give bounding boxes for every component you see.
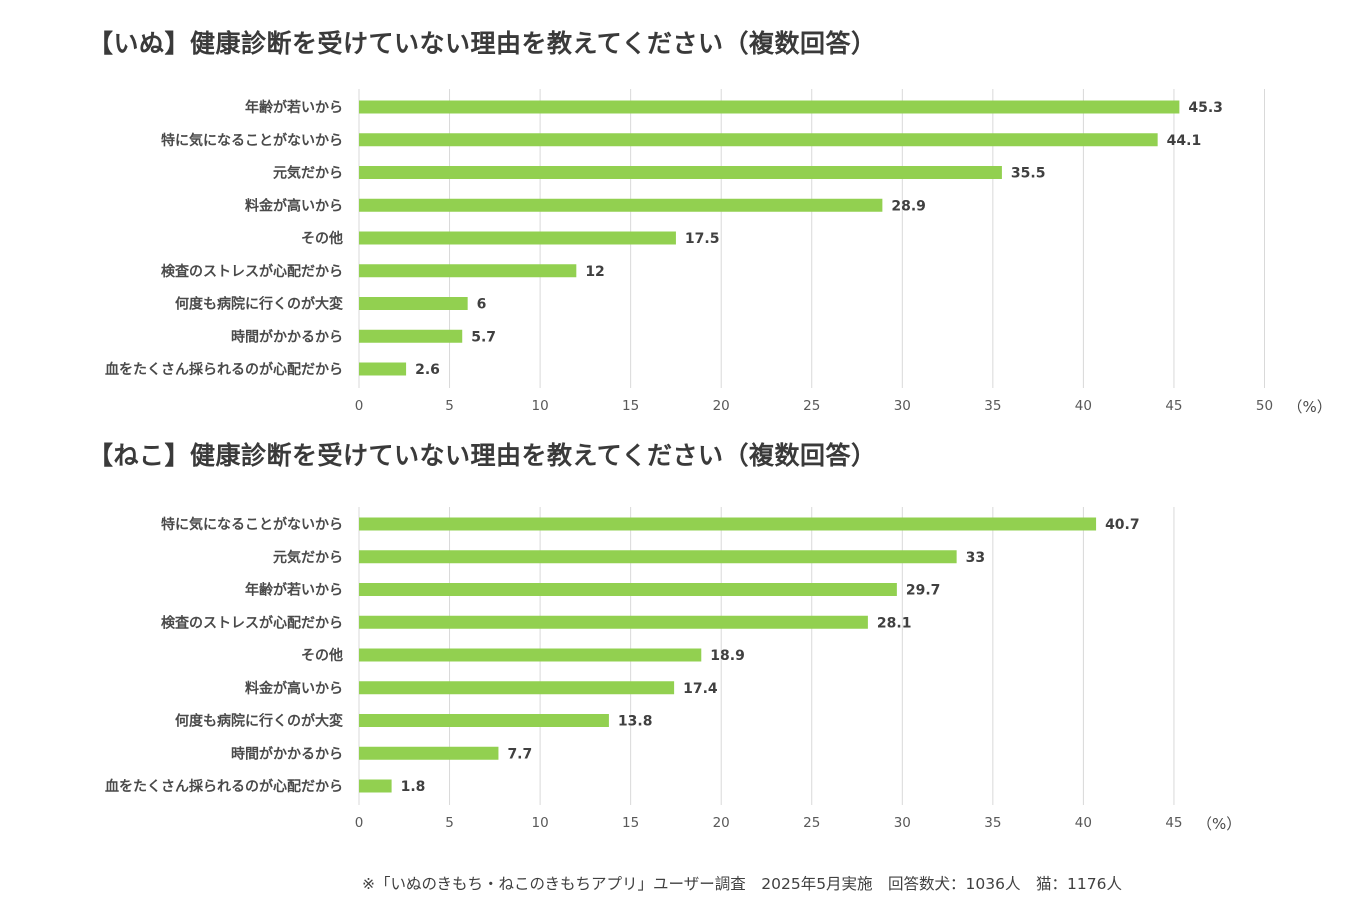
cat-tick-label: 15 bbox=[622, 815, 639, 831]
cat-bar bbox=[359, 583, 897, 596]
dog-value-label: 6 bbox=[477, 297, 487, 313]
dog-bar bbox=[359, 100, 1180, 114]
cat-value-label: 7.7 bbox=[507, 746, 532, 762]
cat-category-label: 何度も病院に行くのが大変 bbox=[175, 713, 343, 730]
cat-bar bbox=[359, 714, 609, 727]
survey-footnote: ※「いぬのきもち・ねこのきもちアプリ」ユーザー調査 2025年5月実施 回答数犬… bbox=[362, 875, 1122, 893]
dog-bar bbox=[359, 133, 1158, 147]
cat-category-label: 検査のストレスが心配だから bbox=[161, 614, 343, 631]
dog-tick-label: 0 bbox=[355, 398, 364, 414]
dog-category-label: 何度も病院に行くのが大変 bbox=[175, 296, 343, 313]
cat-tick-label: 30 bbox=[894, 815, 911, 831]
cat-category-label: 特に気になることがないから bbox=[161, 516, 343, 533]
dog-unit-label: （%） bbox=[1288, 398, 1332, 416]
cat-value-label: 28.1 bbox=[877, 615, 912, 631]
dog-bar bbox=[359, 329, 463, 343]
cat-bar bbox=[359, 746, 499, 760]
dog-tick-label: 40 bbox=[1075, 398, 1092, 414]
cat-bar bbox=[359, 681, 675, 695]
cat-tick-label: 5 bbox=[445, 815, 454, 831]
dog-category-label: 検査のストレスが心配だから bbox=[161, 263, 343, 280]
dog-value-label: 12 bbox=[585, 264, 604, 280]
dog-value-label: 5.7 bbox=[471, 329, 496, 345]
cat-bar bbox=[359, 779, 392, 793]
cat-value-label: 1.8 bbox=[401, 779, 426, 795]
dog-tick-label: 35 bbox=[984, 398, 1001, 414]
cat-category-label: 料金が高いから bbox=[245, 680, 343, 697]
dog-chart-title: 【いぬ】健康診断を受けていない理由を教えてください（複数回答） bbox=[88, 29, 877, 58]
cat-chart-title: 【ねこ】健康診断を受けていない理由を教えてください（複数回答） bbox=[88, 441, 877, 470]
dog-category-label: 年齢が若いから bbox=[245, 99, 343, 116]
cat-category-label: 血をたくさん採られるのが心配だから bbox=[105, 778, 343, 795]
dog-bar bbox=[359, 297, 468, 310]
cat-category-label: 元気だから bbox=[273, 549, 343, 566]
dog-tick-label: 30 bbox=[894, 398, 911, 414]
cat-tick-label: 35 bbox=[984, 815, 1001, 831]
cat-bar-chart: 0 5 10 15 20 25 30 35 40 45 （%） 特に気になることがないから 40.7 元気… bbox=[105, 507, 1241, 833]
dog-tick-label: 10 bbox=[532, 398, 549, 414]
cat-category-label: その他 bbox=[301, 647, 343, 664]
dog-category-label: 時間がかかるから bbox=[231, 328, 343, 345]
cat-tick-label: 25 bbox=[803, 815, 820, 831]
dog-value-label: 2.6 bbox=[415, 362, 440, 378]
cat-bar bbox=[359, 615, 868, 629]
dog-bar bbox=[359, 264, 577, 278]
cat-unit-label: （%） bbox=[1197, 815, 1241, 833]
cat-value-label: 40.7 bbox=[1105, 517, 1140, 533]
dog-value-label: 17.5 bbox=[685, 231, 720, 247]
dog-bar-chart: 0 5 10 15 20 25 30 35 40 45 50 （%） 年齢が若いから 45.3 特に気になる… bbox=[105, 89, 1332, 416]
dog-category-label: 元気だから bbox=[273, 165, 343, 182]
dog-value-label: 44.1 bbox=[1167, 133, 1202, 149]
dog-bar bbox=[359, 362, 407, 376]
dog-bar bbox=[359, 166, 1002, 179]
cat-value-label: 33 bbox=[966, 550, 985, 566]
dog-tick-label: 20 bbox=[713, 398, 730, 414]
cat-category-label: 年齢が若いから bbox=[245, 582, 343, 599]
cat-tick-label: 45 bbox=[1165, 815, 1182, 831]
dog-tick-label: 25 bbox=[803, 398, 820, 414]
cat-tick-label: 20 bbox=[713, 815, 730, 831]
dog-tick-label: 15 bbox=[622, 398, 639, 414]
cat-bar bbox=[359, 648, 702, 662]
dog-value-label: 35.5 bbox=[1011, 166, 1046, 182]
cat-tick-label: 40 bbox=[1075, 815, 1092, 831]
dog-category-label: その他 bbox=[301, 230, 343, 247]
dog-bar bbox=[359, 198, 883, 212]
cat-tick-label: 10 bbox=[532, 815, 549, 831]
dog-tick-label: 45 bbox=[1165, 398, 1182, 414]
dog-value-label: 45.3 bbox=[1188, 100, 1223, 116]
dog-tick-label: 50 bbox=[1256, 398, 1273, 414]
dog-category-label: 料金が高いから bbox=[245, 197, 343, 214]
dog-bar bbox=[359, 231, 676, 245]
dog-tick-label: 5 bbox=[445, 398, 454, 414]
cat-tick-label: 0 bbox=[355, 815, 364, 831]
dog-category-label: 特に気になることがないから bbox=[161, 132, 343, 149]
cat-bar bbox=[359, 517, 1097, 531]
dog-category-label: 血をたくさん採られるのが心配だから bbox=[105, 361, 343, 378]
cat-value-label: 18.9 bbox=[710, 648, 745, 664]
dog-value-label: 28.9 bbox=[891, 198, 926, 214]
cat-value-label: 29.7 bbox=[906, 583, 941, 599]
cat-value-label: 13.8 bbox=[618, 714, 653, 730]
cat-bar bbox=[359, 550, 957, 564]
cat-category-label: 時間がかかるから bbox=[231, 745, 343, 762]
cat-value-label: 17.4 bbox=[683, 681, 718, 697]
